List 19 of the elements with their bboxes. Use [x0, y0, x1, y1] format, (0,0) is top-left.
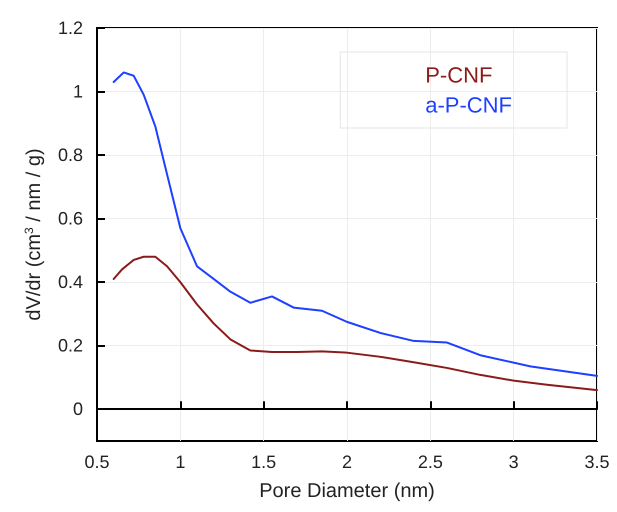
- y-tick-label: 0.4: [58, 272, 83, 292]
- x-tick-label: 0.5: [84, 452, 110, 472]
- line-series: [112, 256, 598, 392]
- y-tick-label: 0.2: [58, 336, 83, 356]
- x-tick-label: 1.5: [251, 452, 276, 472]
- y-tick-label: 1: [72, 82, 83, 102]
- y-tick-label: 0: [72, 399, 83, 420]
- x-tick-label: 3.5: [584, 452, 610, 472]
- y-axis-title: dV/dr (cm3 / nm / g): [22, 148, 45, 321]
- x-tick-label: 1: [175, 452, 186, 472]
- x-axis-title: Pore Diameter (nm): [259, 480, 435, 502]
- text: P-CNF: [425, 62, 492, 88]
- x-tick-label: 3: [508, 452, 519, 472]
- y-tick-label: 0.8: [58, 145, 83, 166]
- y-tick-label: 0.6: [58, 208, 83, 229]
- text: a-P-CNF: [425, 92, 512, 118]
- x-tick-label: 2.5: [418, 452, 443, 472]
- x-tick-label: 2: [342, 452, 352, 472]
- y-tick-label: 1.2: [58, 18, 83, 38]
